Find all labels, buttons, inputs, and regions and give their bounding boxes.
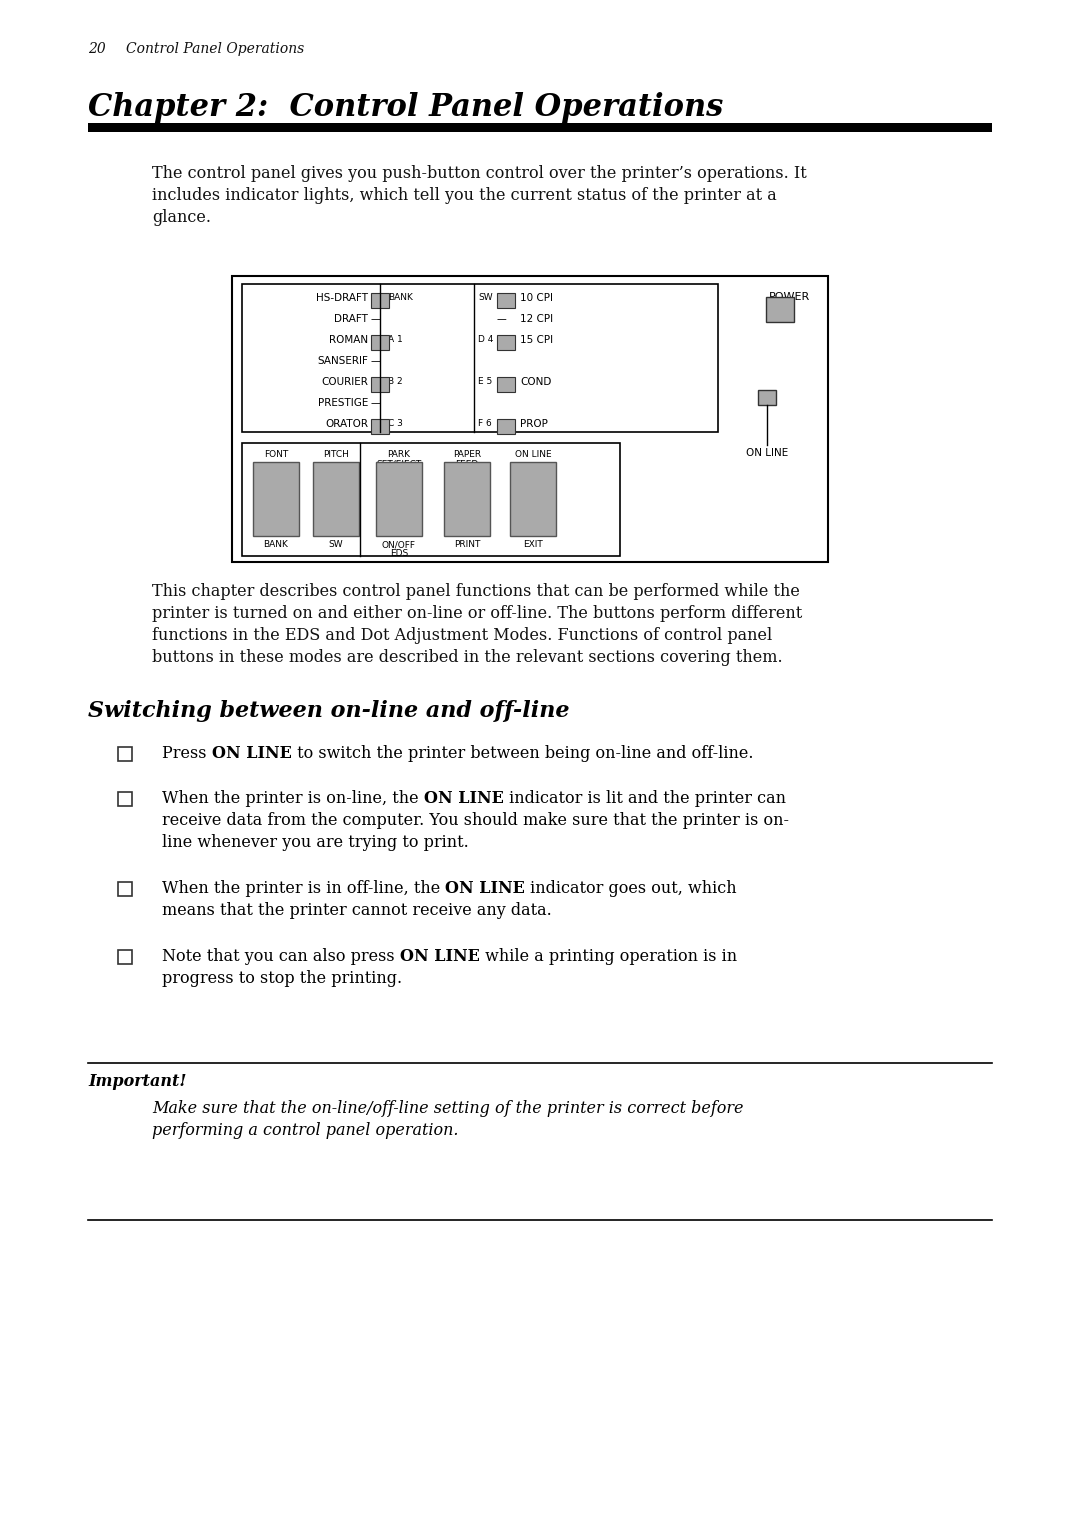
Bar xyxy=(372,294,389,307)
Bar xyxy=(118,792,132,806)
Text: ROMAN: ROMAN xyxy=(329,335,368,346)
Text: Make sure that the on-line/off-line setting of the printer is correct before: Make sure that the on-line/off-line sett… xyxy=(152,1099,743,1118)
Text: HS-DRAFT: HS-DRAFT xyxy=(316,294,368,303)
Bar xyxy=(242,284,718,433)
Text: ON LINE: ON LINE xyxy=(400,948,480,965)
Text: glance.: glance. xyxy=(152,209,211,226)
Text: buttons in these modes are described in the relevant sections covering them.: buttons in these modes are described in … xyxy=(152,648,783,667)
Bar xyxy=(766,297,794,323)
Text: PAPER
FEED: PAPER FEED xyxy=(453,450,481,469)
Text: 15 CPI: 15 CPI xyxy=(519,335,553,346)
Bar xyxy=(87,122,993,131)
Text: ON LINE: ON LINE xyxy=(515,450,551,459)
Text: ON LINE: ON LINE xyxy=(746,448,788,459)
Text: B 2: B 2 xyxy=(388,378,403,385)
Text: functions in the EDS and Dot Adjustment Modes. Functions of control panel: functions in the EDS and Dot Adjustment … xyxy=(152,627,772,644)
Text: Chapter 2:  Control Panel Operations: Chapter 2: Control Panel Operations xyxy=(87,92,724,122)
Text: line whenever you are trying to print.: line whenever you are trying to print. xyxy=(162,833,469,852)
Bar xyxy=(444,462,490,537)
Bar xyxy=(118,748,132,761)
Text: BANK: BANK xyxy=(388,294,413,303)
Text: DRAFT: DRAFT xyxy=(334,313,368,324)
Text: Important!: Important! xyxy=(87,1073,187,1090)
Text: FONT: FONT xyxy=(264,450,288,459)
Text: A 1: A 1 xyxy=(388,335,403,344)
Bar xyxy=(758,390,777,405)
Text: progress to stop the printing.: progress to stop the printing. xyxy=(162,969,402,988)
Text: Note that you can also press: Note that you can also press xyxy=(162,948,400,965)
Bar xyxy=(313,462,359,537)
Text: to switch the printer between being on-line and off-line.: to switch the printer between being on-l… xyxy=(292,745,753,761)
Text: Control Panel Operations: Control Panel Operations xyxy=(126,41,305,57)
Text: ON/OFF: ON/OFF xyxy=(382,540,416,549)
Text: PRINT: PRINT xyxy=(454,540,481,549)
Bar xyxy=(242,443,620,557)
Text: COURIER: COURIER xyxy=(321,378,368,387)
Text: PROP: PROP xyxy=(519,419,548,430)
Bar xyxy=(497,378,515,391)
Text: means that the printer cannot receive any data.: means that the printer cannot receive an… xyxy=(162,902,552,919)
Text: D 4: D 4 xyxy=(478,335,494,344)
Text: indicator is lit and the printer can: indicator is lit and the printer can xyxy=(503,790,785,807)
Text: When the printer is in off-line, the: When the printer is in off-line, the xyxy=(162,881,445,898)
Bar xyxy=(376,462,422,537)
Text: EDS: EDS xyxy=(390,549,408,558)
Text: This chapter describes control panel functions that can be performed while the: This chapter describes control panel fun… xyxy=(152,583,800,599)
Text: while a printing operation is in: while a printing operation is in xyxy=(480,948,737,965)
Text: indicator goes out, which: indicator goes out, which xyxy=(525,881,737,898)
Text: SANSERIF: SANSERIF xyxy=(318,356,368,365)
Text: ON LINE: ON LINE xyxy=(423,790,503,807)
Text: 20: 20 xyxy=(87,41,106,57)
Text: PARK
SET/EJECT: PARK SET/EJECT xyxy=(376,450,421,469)
Bar xyxy=(497,419,515,434)
Text: —: — xyxy=(372,398,381,408)
Text: C 3: C 3 xyxy=(388,419,403,428)
Text: printer is turned on and either on-line or off-line. The buttons perform differe: printer is turned on and either on-line … xyxy=(152,605,802,622)
Bar xyxy=(253,462,299,537)
Text: 12 CPI: 12 CPI xyxy=(519,313,553,324)
Bar xyxy=(510,462,556,537)
Text: SW: SW xyxy=(328,540,343,549)
Text: receive data from the computer. You should make sure that the printer is on-: receive data from the computer. You shou… xyxy=(162,812,789,829)
Bar xyxy=(497,335,515,350)
Text: —: — xyxy=(372,313,381,324)
Text: PITCH: PITCH xyxy=(323,450,349,459)
Text: When the printer is on-line, the: When the printer is on-line, the xyxy=(162,790,423,807)
Text: EXIT: EXIT xyxy=(523,540,543,549)
Bar xyxy=(497,294,515,307)
Text: POWER: POWER xyxy=(769,292,811,303)
Text: The control panel gives you push-button control over the printer’s operations. I: The control panel gives you push-button … xyxy=(152,165,807,182)
Text: 10 CPI: 10 CPI xyxy=(519,294,553,303)
Bar xyxy=(232,277,828,563)
Text: ON LINE: ON LINE xyxy=(212,745,292,761)
Text: COND: COND xyxy=(519,378,552,387)
Text: Press: Press xyxy=(162,745,212,761)
Bar xyxy=(118,882,132,896)
Text: Switching between on-line and off-line: Switching between on-line and off-line xyxy=(87,700,569,722)
Text: BANK: BANK xyxy=(264,540,288,549)
Text: —: — xyxy=(372,356,381,365)
Text: SW: SW xyxy=(478,294,492,303)
Text: E 5: E 5 xyxy=(478,378,492,385)
Text: ORATOR: ORATOR xyxy=(325,419,368,430)
Bar xyxy=(372,419,389,434)
Text: ON LINE: ON LINE xyxy=(445,881,525,898)
Bar xyxy=(372,335,389,350)
Text: F 6: F 6 xyxy=(478,419,491,428)
Text: performing a control panel operation.: performing a control panel operation. xyxy=(152,1122,459,1139)
Bar xyxy=(372,378,389,391)
Text: PRESTIGE: PRESTIGE xyxy=(318,398,368,408)
Text: includes indicator lights, which tell you the current status of the printer at a: includes indicator lights, which tell yo… xyxy=(152,187,777,203)
Bar xyxy=(118,950,132,963)
Text: —: — xyxy=(497,313,507,324)
